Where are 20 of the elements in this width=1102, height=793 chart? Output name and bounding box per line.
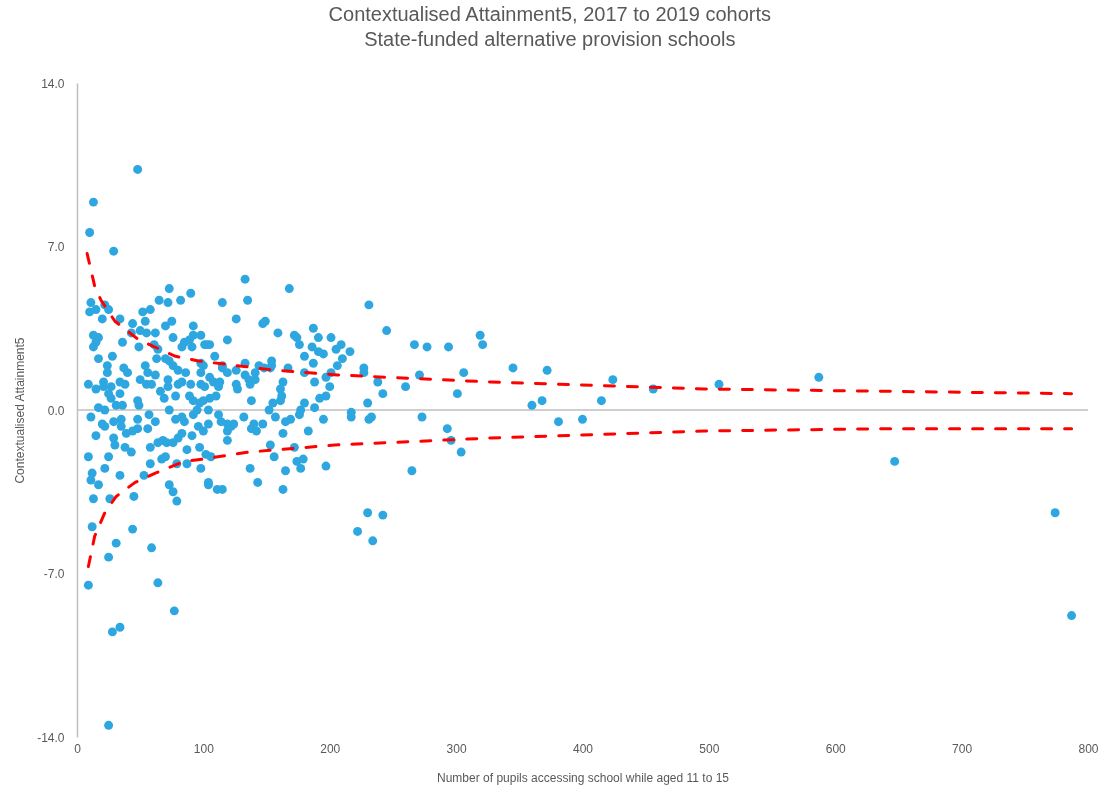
x-tick-label: 400 bbox=[572, 741, 594, 756]
x-tick-label: 500 bbox=[699, 741, 720, 756]
chart-subtitle: State-funded alternative provision schools bbox=[364, 28, 736, 50]
x-tick-label: 800 bbox=[1078, 741, 1099, 756]
line-series bbox=[86, 427, 1074, 568]
x-tick-label: 100 bbox=[193, 741, 215, 756]
chart-title: Contextualised Attainment5, 2017 to 2019 cohorts bbox=[328, 3, 772, 25]
x-tick-label: 700 bbox=[952, 741, 973, 756]
y-tick-label: 7.0 bbox=[47, 240, 65, 254]
x-tick-label: 600 bbox=[825, 741, 847, 756]
x-tick-label: 300 bbox=[446, 741, 467, 756]
y-tick-label: 0.0 bbox=[47, 403, 65, 418]
y-tick-label: -7.0 bbox=[43, 567, 65, 581]
y-axis-title: Contextualised Attainment5 bbox=[13, 337, 28, 484]
y-tick-label: 14.0 bbox=[41, 76, 65, 91]
line-series bbox=[85, 252, 1074, 396]
x-tick-label: 200 bbox=[320, 741, 341, 756]
x-axis-title: Number of pupils accessing school while aged 11 to 15 bbox=[437, 770, 730, 785]
x-tick-label: 0 bbox=[74, 741, 82, 756]
y-tick-label: -14.0 bbox=[37, 730, 65, 745]
